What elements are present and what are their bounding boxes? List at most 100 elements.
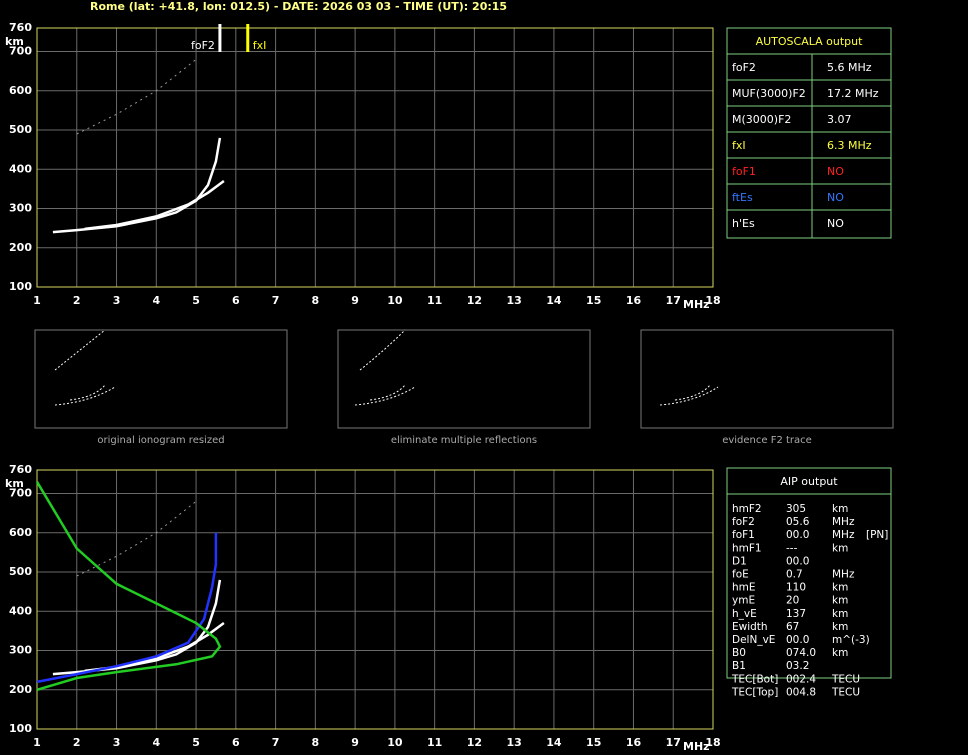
row-value: NO — [827, 165, 844, 178]
thumb-trace — [354, 329, 416, 406]
aip-cell: 00.0 — [786, 529, 809, 541]
y-tick-label: 200 — [9, 683, 32, 696]
y-tick-label: 760 — [9, 463, 32, 476]
x-tick-label: 18 — [705, 736, 720, 749]
x-tick-label: 17 — [666, 736, 681, 749]
x-tick-label: 9 — [351, 736, 359, 749]
x-tick-label: 6 — [232, 294, 240, 307]
x-tick-label: 6 — [232, 736, 240, 749]
aip-cell: 00.0 — [786, 555, 809, 567]
row-value: 6.3 MHz — [827, 139, 872, 152]
x-tick-label: 18 — [705, 294, 720, 307]
aip-cell: hmF2 — [732, 503, 762, 515]
thumb-frame — [337, 329, 591, 429]
aip-cell: foE — [732, 569, 749, 581]
row-label: h'Es — [732, 217, 755, 230]
y-tick-label: 600 — [9, 526, 32, 539]
thumbnails — [34, 329, 894, 429]
x-tick-label: 4 — [152, 736, 160, 749]
thumb-caption: original ionogram resized — [97, 435, 224, 446]
row-value: NO — [827, 191, 844, 204]
thumb-caption: eliminate multiple reflections — [391, 435, 537, 446]
aip-cell: --- — [786, 542, 798, 554]
aip-cell: 20 — [786, 595, 799, 607]
autoscala-title: AUTOSCALA output — [756, 35, 864, 48]
aip-cell: km — [832, 647, 848, 659]
y-tick-label: 760 — [9, 21, 32, 34]
aip-cell: 004.8 — [786, 686, 816, 698]
aip-cell: hmF1 — [732, 542, 762, 554]
row-value: 5.6 MHz — [827, 61, 872, 74]
aip-cell: 0.7 — [786, 569, 803, 581]
x-tick-label: 17 — [666, 294, 681, 307]
x-tick-label: 13 — [507, 294, 522, 307]
x-tick-label: 13 — [507, 736, 522, 749]
y-axis-label: km — [5, 477, 24, 490]
aip-cell: 67 — [786, 621, 799, 633]
aip-title: AIP output — [780, 475, 838, 488]
aip-cell: foF1 — [732, 529, 755, 541]
trace — [36, 532, 218, 684]
marker-label: fxI — [253, 39, 267, 52]
trace — [84, 179, 225, 231]
row-value: NO — [827, 217, 844, 230]
x-axis-label: MHz — [683, 298, 710, 311]
aip-cell: MHz — [832, 529, 855, 541]
y-tick-label: 600 — [9, 84, 32, 97]
y-tick-label: 500 — [9, 123, 32, 136]
y-tick-label: 400 — [9, 162, 32, 175]
aip-cell: 05.6 — [786, 516, 810, 528]
x-axis-label: MHz — [683, 740, 710, 753]
trace — [35, 481, 222, 691]
x-tick-label: 7 — [272, 736, 280, 749]
thumb-frame — [34, 329, 288, 429]
x-tick-label: 1 — [33, 294, 41, 307]
x-tick-label: 15 — [586, 294, 601, 307]
autoscala-box — [726, 27, 892, 239]
y-tick-label: 500 — [9, 565, 32, 578]
y-tick-label: 700 — [9, 487, 32, 500]
x-tick-label: 11 — [427, 736, 442, 749]
aip-cell: 110 — [786, 582, 806, 594]
y-tick-label: 200 — [9, 241, 32, 254]
plot-frame — [36, 27, 714, 288]
row-label: foF2 — [732, 61, 756, 74]
x-tick-label: 10 — [387, 294, 403, 307]
row-label: ftEs — [732, 191, 753, 204]
x-tick-label: 1 — [33, 736, 41, 749]
aip-cell: m^(-3) — [832, 634, 870, 646]
plot-frame — [36, 469, 714, 730]
aip-cell: km — [832, 503, 848, 515]
aip-cell: km — [832, 582, 848, 594]
trace — [76, 59, 197, 135]
aip-cell: 03.2 — [786, 660, 809, 672]
aip-cell: h_vE — [732, 608, 757, 620]
aip-cell: 137 — [786, 608, 806, 620]
x-tick-label: 4 — [152, 294, 160, 307]
aip-cell: foF2 — [732, 516, 755, 528]
x-tick-label: 9 — [351, 294, 359, 307]
x-tick-label: 11 — [427, 294, 442, 307]
header-title: Rome (lat: +41.8, lon: 012.5) - DATE: 20… — [90, 0, 507, 13]
row-label: fxI — [732, 139, 746, 152]
x-tick-label: 12 — [467, 736, 482, 749]
y-tick-label: 400 — [9, 604, 32, 617]
aip-cell: MHz — [832, 516, 855, 528]
y-tick-label: 700 — [9, 45, 32, 58]
aip-cell: TEC[Top] — [731, 686, 778, 698]
x-tick-label: 14 — [546, 736, 562, 749]
aip-cell: B0 — [732, 647, 746, 659]
thumb-caption: evidence F2 trace — [722, 435, 812, 446]
row-label: M(3000)F2 — [732, 113, 791, 126]
aip-box — [726, 467, 892, 679]
thumb-frame — [640, 329, 894, 429]
aip-cell: D1 — [732, 555, 747, 567]
row-label: foF1 — [732, 165, 756, 178]
y-tick-label: 300 — [9, 644, 32, 657]
aip-cell: km — [832, 621, 848, 633]
aip-cell: DelN_vE — [732, 634, 775, 646]
x-tick-label: 8 — [312, 294, 320, 307]
x-tick-label: 5 — [192, 736, 200, 749]
